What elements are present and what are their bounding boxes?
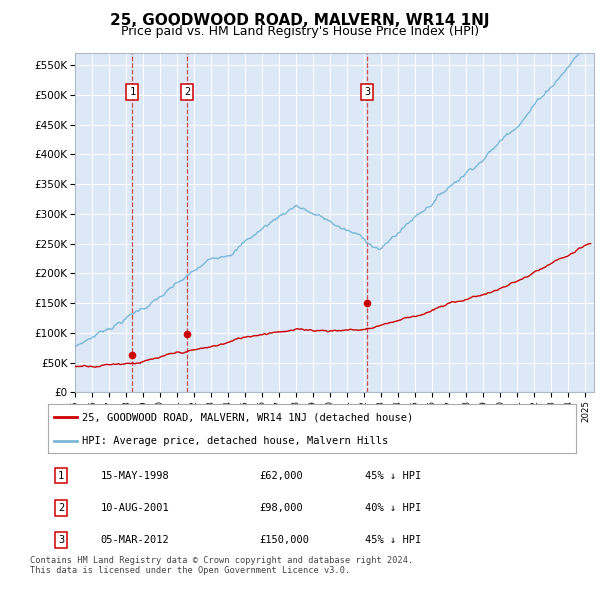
Text: 40% ↓ HPI: 40% ↓ HPI [365, 503, 421, 513]
Text: 15-MAY-1998: 15-MAY-1998 [101, 471, 170, 480]
Text: 3: 3 [58, 535, 64, 545]
Text: 25, GOODWOOD ROAD, MALVERN, WR14 1NJ (detached house): 25, GOODWOOD ROAD, MALVERN, WR14 1NJ (de… [82, 412, 413, 422]
Text: Contains HM Land Registry data © Crown copyright and database right 2024.: Contains HM Land Registry data © Crown c… [30, 556, 413, 565]
Text: 1: 1 [58, 471, 64, 480]
Text: £62,000: £62,000 [259, 471, 303, 480]
Text: £98,000: £98,000 [259, 503, 303, 513]
Text: Price paid vs. HM Land Registry's House Price Index (HPI): Price paid vs. HM Land Registry's House … [121, 25, 479, 38]
Text: 25, GOODWOOD ROAD, MALVERN, WR14 1NJ: 25, GOODWOOD ROAD, MALVERN, WR14 1NJ [110, 13, 490, 28]
Text: 10-AUG-2001: 10-AUG-2001 [101, 503, 170, 513]
Text: 05-MAR-2012: 05-MAR-2012 [101, 535, 170, 545]
Text: 1: 1 [129, 87, 136, 97]
Text: HPI: Average price, detached house, Malvern Hills: HPI: Average price, detached house, Malv… [82, 436, 389, 446]
Text: This data is licensed under the Open Government Licence v3.0.: This data is licensed under the Open Gov… [30, 566, 350, 575]
Text: 3: 3 [364, 87, 370, 97]
Text: £150,000: £150,000 [259, 535, 309, 545]
Text: 45% ↓ HPI: 45% ↓ HPI [365, 535, 421, 545]
Text: 2: 2 [58, 503, 64, 513]
Text: 45% ↓ HPI: 45% ↓ HPI [365, 471, 421, 480]
Text: 2: 2 [184, 87, 190, 97]
